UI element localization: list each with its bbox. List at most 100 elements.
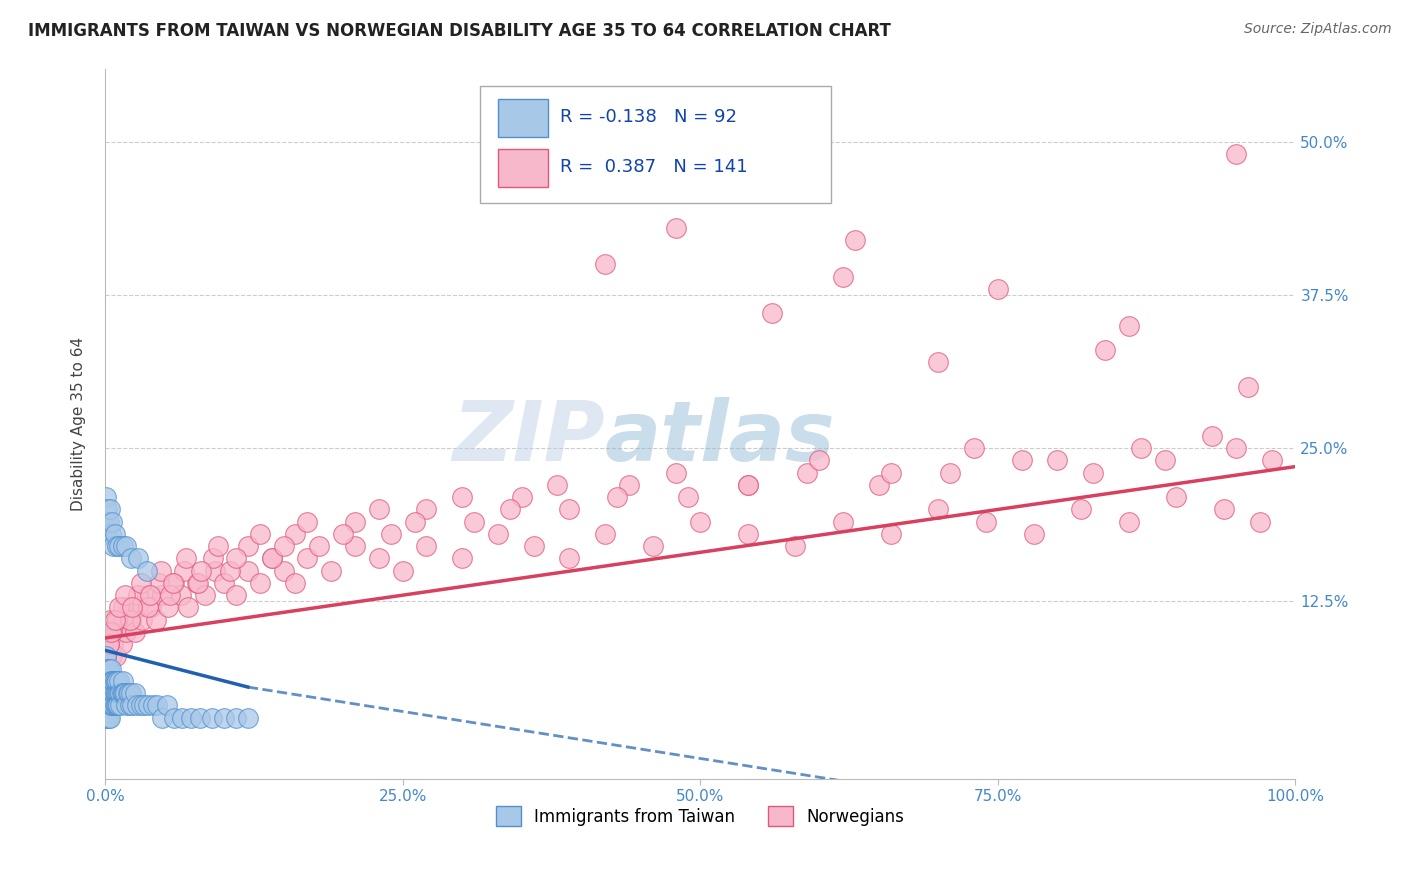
Point (844, 233, 866, 247)
Point (148, 576, 170, 591)
Point (939, 466, 962, 480)
Point (111, 673, 134, 688)
Point (103, 637, 125, 651)
Text: IMMIGRANTS FROM TAIWAN VS NORWEGIAN DISABILITY AGE 35 TO 64 CORRELATION CHART: IMMIGRANTS FROM TAIWAN VS NORWEGIAN DISA… (28, 22, 891, 40)
Point (510, 490, 533, 504)
Point (879, 466, 901, 480)
Point (97, 637, 120, 651)
Point (101, 686, 124, 700)
Point (96, 711, 118, 725)
Point (124, 686, 146, 700)
Point (111, 686, 134, 700)
Point (187, 576, 209, 591)
Point (963, 441, 986, 455)
Point (127, 588, 149, 602)
Point (120, 613, 142, 627)
Point (404, 515, 426, 529)
Point (96, 649, 118, 664)
Point (103, 698, 125, 713)
Point (98, 686, 121, 700)
Point (593, 258, 616, 272)
Point (111, 686, 134, 700)
Point (105, 698, 128, 713)
Point (103, 673, 125, 688)
Point (96, 673, 118, 688)
Point (115, 539, 138, 553)
Point (173, 564, 195, 578)
Point (101, 698, 124, 713)
Point (100, 624, 122, 639)
Point (121, 600, 143, 615)
Point (785, 539, 807, 553)
Point (236, 711, 259, 725)
Point (110, 686, 132, 700)
Point (96, 662, 118, 676)
Point (100, 673, 122, 688)
Point (162, 576, 184, 591)
Point (1094, 343, 1116, 358)
Point (391, 564, 413, 578)
Point (297, 551, 319, 566)
Point (225, 711, 247, 725)
Point (136, 698, 159, 713)
Point (96, 490, 118, 504)
Point (139, 588, 162, 602)
Point (737, 478, 759, 492)
Point (104, 649, 127, 664)
Point (737, 527, 759, 541)
Point (105, 686, 128, 700)
Text: atlas: atlas (605, 398, 835, 478)
Point (98, 711, 121, 725)
Point (236, 564, 259, 578)
Point (97, 637, 120, 651)
Point (796, 466, 818, 480)
Point (451, 551, 474, 566)
Point (97, 698, 120, 713)
Text: R =  0.387   N = 141: R = 0.387 N = 141 (560, 158, 748, 176)
Point (98, 698, 121, 713)
Point (118, 600, 141, 615)
Point (236, 539, 259, 553)
Point (96, 686, 118, 700)
Point (103, 624, 125, 639)
Point (111, 539, 134, 553)
Point (115, 624, 138, 639)
Point (97, 662, 120, 676)
Point (112, 686, 135, 700)
Point (1118, 318, 1140, 333)
Point (308, 539, 330, 553)
Point (103, 527, 125, 541)
Point (1118, 515, 1140, 529)
Point (367, 502, 389, 516)
Point (96, 686, 118, 700)
Point (97, 686, 120, 700)
Point (177, 600, 200, 615)
Point (1201, 429, 1223, 443)
Point (832, 515, 855, 529)
Point (1213, 502, 1236, 516)
Point (108, 673, 131, 688)
Point (120, 686, 142, 700)
Point (107, 686, 129, 700)
Point (104, 673, 127, 688)
Point (101, 624, 124, 639)
Point (108, 686, 131, 700)
Point (380, 527, 402, 541)
Point (186, 576, 208, 591)
Point (170, 588, 193, 602)
Text: ZIP: ZIP (453, 398, 605, 478)
Point (927, 355, 949, 369)
Point (100, 624, 122, 639)
Point (134, 698, 156, 713)
Point (415, 502, 437, 516)
Point (879, 527, 901, 541)
Point (97, 673, 120, 688)
Point (1022, 527, 1045, 541)
Point (136, 600, 159, 615)
Point (127, 600, 149, 615)
Point (761, 306, 783, 320)
Point (117, 686, 139, 700)
Point (188, 711, 211, 725)
Point (832, 269, 855, 284)
Point (103, 673, 125, 688)
